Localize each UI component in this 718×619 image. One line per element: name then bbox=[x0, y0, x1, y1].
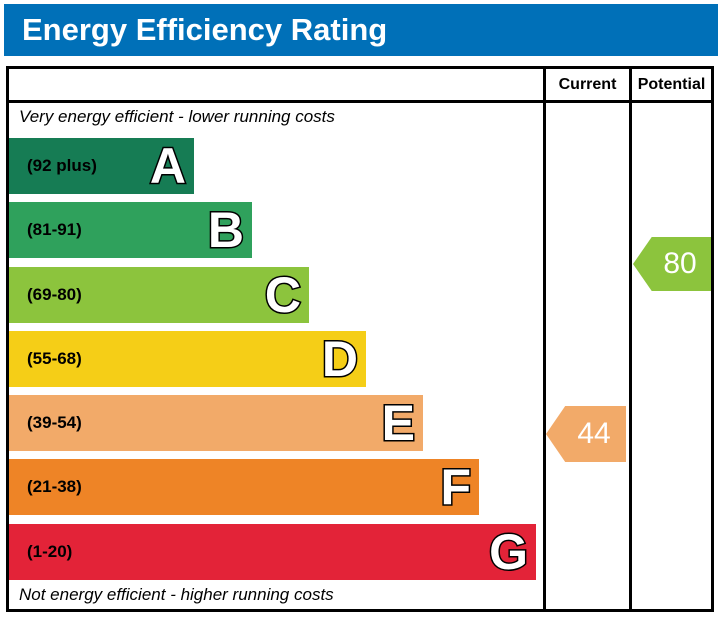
band-d: (55-68) D bbox=[9, 331, 366, 387]
band-e: (39-54) E bbox=[9, 395, 423, 451]
band-a: (92 plus) A bbox=[9, 138, 194, 194]
potential-rating-value: 80 bbox=[663, 247, 697, 280]
band-d-range: (55-68) bbox=[27, 349, 82, 368]
band-d-letter: D bbox=[320, 331, 359, 387]
potential-column-divider bbox=[629, 69, 632, 609]
potential-rating-arrow: 80 bbox=[633, 237, 711, 291]
bottom-note: Not energy efficient - higher running co… bbox=[19, 585, 334, 604]
current-column-header: Current bbox=[558, 75, 617, 93]
band-c-letter: C bbox=[263, 267, 302, 323]
band-c: (69-80) C bbox=[9, 267, 309, 323]
band-f-range: (21-38) bbox=[27, 477, 82, 496]
band-b-range: (81-91) bbox=[27, 220, 82, 239]
band-e-letter: E bbox=[380, 395, 416, 451]
band-b-letter: B bbox=[206, 202, 245, 258]
current-column-divider bbox=[543, 69, 546, 609]
potential-column-header: Potential bbox=[637, 75, 706, 93]
band-f-letter: F bbox=[439, 459, 473, 515]
band-f: (21-38) F bbox=[9, 459, 479, 515]
rating-table: Current Potential Very energy efficient … bbox=[6, 66, 714, 612]
band-b: (81-91) B bbox=[9, 202, 252, 258]
band-a-letter: A bbox=[148, 138, 187, 194]
band-c-range: (69-80) bbox=[27, 285, 82, 304]
band-e-range: (39-54) bbox=[27, 413, 82, 432]
band-a-range: (92 plus) bbox=[27, 156, 97, 175]
header-divider bbox=[9, 100, 711, 103]
top-note: Very energy efficient - lower running co… bbox=[19, 107, 335, 126]
band-g-letter: G bbox=[488, 524, 530, 580]
current-rating-arrow: 44 bbox=[546, 406, 626, 462]
band-g-range: (1-20) bbox=[27, 542, 73, 561]
page-title: Energy Efficiency Rating bbox=[22, 12, 388, 47]
title-banner: Energy Efficiency Rating bbox=[4, 4, 718, 56]
band-g: (1-20) G bbox=[9, 524, 536, 580]
current-rating-value: 44 bbox=[577, 417, 611, 450]
